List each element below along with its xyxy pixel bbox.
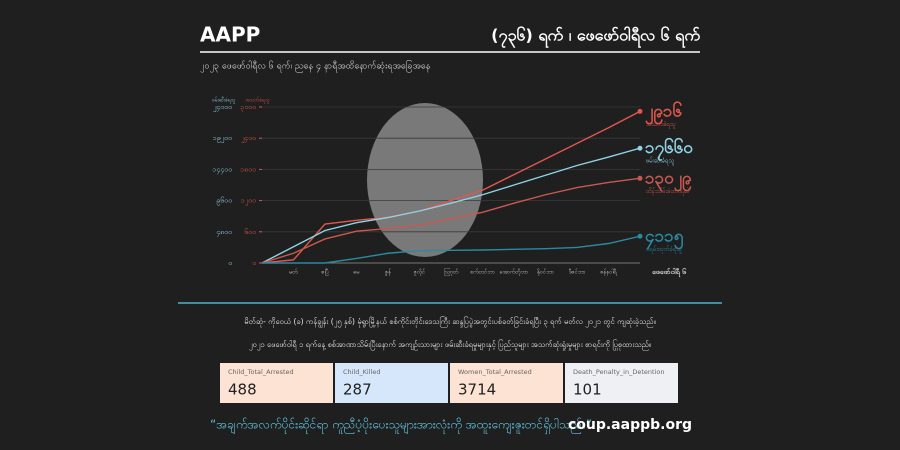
y-tick-label: ၂၄၀၀၀ — [212, 103, 232, 112]
note: မိတ်ဆုံ- ကိုဝေယံ (ခ) ကန်ချွန်း (၂၅ နှစ်)… — [244, 317, 656, 328]
y-tick-label: ၁၄၄၀၀ — [212, 165, 232, 174]
stat-box — [565, 363, 678, 403]
y2-tick-label: ၀ — [252, 259, 256, 267]
stat-label: Child_Killed — [343, 368, 380, 376]
stat-box — [220, 363, 333, 403]
stat-value: 488 — [228, 381, 257, 399]
y2-tick-label: ၁၂၀၀ — [241, 197, 256, 206]
legend-label: ထိန်းသိမ်းခံထားရဆဲ — [646, 187, 690, 196]
x-tick-label: ဇန်နဝါရီ — [600, 268, 617, 277]
stat-label: Death_Penalty_in_Detention — [573, 368, 664, 376]
subtitle: ၂၀၂၃ ဖေဖော်ဝါရီလ ၆ ရက်၊ ညနေ ၄ နာရီအထိနော… — [200, 60, 431, 73]
title: (၇၃၆) ရက် ၊ ဖေဖော်ဝါရီလ ၆ ရက် — [491, 26, 701, 49]
value-label: ၄၁၁၅ — [645, 226, 684, 250]
y-axis-title: ဖမ်းဆီးခံရသူ — [212, 98, 236, 104]
x-tick-label: မေ — [353, 270, 359, 276]
series-line — [262, 235, 641, 264]
stat-value: 287 — [343, 381, 372, 399]
stat-box — [450, 363, 563, 403]
x-tick-label: ဒီဇင်ဘာ — [569, 268, 586, 276]
y-tick-label: ၉၆၀၀ — [216, 197, 232, 206]
x-tick-label: ဧပြီ — [321, 268, 328, 277]
y-tick-label: ၄၈၀၀ — [216, 228, 232, 237]
legend-label: ဖမ်းဆီးခံရသူ — [646, 157, 675, 166]
x-tick-label: ဇူလိုင် — [414, 268, 425, 277]
x-tick-label: ဇွန် — [385, 268, 391, 277]
end-point — [637, 175, 643, 181]
x-tick-label: နိုဝင်ဘာ — [537, 268, 554, 277]
logo: AAPP — [200, 23, 260, 47]
stat-label: Women_Total_Arrested — [458, 368, 532, 376]
x-tick-label: စက်တင်ဘာ — [470, 268, 494, 276]
legend-label: ဝရမ်းထုတ်ခံရသူ — [646, 245, 682, 254]
x-tick-label: ဖေဖော်ဝါရီ ၆ — [652, 268, 686, 278]
note: ၂၀၂၁ ဖေဖော်ဝါရီ ၁ ရက်နေ့ စစ်အာဏာသိမ်းပြီ… — [249, 340, 651, 350]
y2-tick-label: ၃၀၀၀ — [240, 103, 256, 112]
quote: “အချက်အလက်ပိုင်းဆိုင်ရာ ကူညီပံ့ပိုးပေးသူ… — [210, 417, 592, 435]
stat-value: 101 — [573, 381, 602, 399]
stat-value: 3714 — [458, 381, 496, 399]
x-tick-label: အောက်တိုဘာ — [500, 268, 528, 277]
x-tick-label: မတ် — [289, 268, 298, 276]
y2-tick-label: ၂၄၀၀ — [240, 134, 256, 143]
value-label: ၂၉၁၆ — [645, 99, 682, 125]
url: coup.aappb.org — [568, 417, 692, 433]
stat-box — [335, 363, 448, 403]
series-line — [261, 110, 641, 264]
stat-label: Child_Total_Arrested — [228, 368, 294, 376]
value-label: ၁၇၆၆၀ — [645, 136, 693, 162]
end-point — [637, 233, 643, 239]
x-tick-label: ဩဂုတ် — [444, 267, 459, 277]
y2-tick-label: ၆၀၀ — [244, 228, 256, 236]
value-label: ၁၃၀၂၉ — [645, 168, 692, 192]
series-line — [261, 147, 641, 264]
end-point — [637, 108, 643, 114]
legend-label: အသတ်ခံရသူ — [646, 120, 676, 129]
series-line — [261, 177, 641, 264]
y-tick-label: ၁၉၂၀၀ — [213, 134, 232, 143]
y2-tick-label: ၁၈၀၀ — [240, 165, 256, 173]
y-tick-label: ၀ — [228, 259, 232, 267]
y2-axis-title: အသတ်ခံရသူ — [244, 98, 270, 104]
end-point — [637, 145, 643, 151]
portrait — [367, 103, 483, 257]
